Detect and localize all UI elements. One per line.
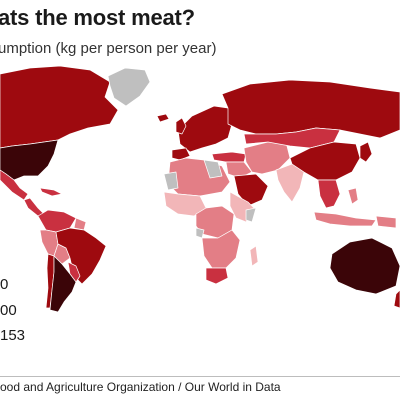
region-south-africa — [205, 267, 229, 285]
chart-subtitle: umption (kg per person per year) — [0, 40, 217, 57]
world-choropleth-map — [0, 65, 400, 312]
region-argentina — [49, 255, 77, 312]
region-southern-africa — [201, 229, 241, 269]
region-somalia — [245, 207, 257, 223]
region-japan-korea — [359, 141, 373, 163]
legend-label-high: 153 — [0, 327, 26, 344]
region-southeast-asia — [317, 179, 341, 209]
source-divider — [0, 376, 400, 377]
region-gabon — [195, 227, 205, 239]
source-credit: ood and Agriculture Organization / Our W… — [0, 380, 281, 394]
region-central-america — [23, 197, 45, 217]
region-uk — [175, 117, 187, 135]
region-western-sahara — [163, 171, 179, 191]
region-europe — [177, 105, 233, 153]
region-canada — [0, 65, 119, 149]
region-madagascar — [249, 245, 259, 267]
region-greenland — [107, 67, 151, 107]
region-paraguay — [67, 261, 81, 283]
chart-title: ats the most meat? — [0, 5, 195, 30]
region-caribbean — [39, 187, 63, 197]
region-philippines — [347, 187, 359, 205]
region-guianas — [73, 217, 87, 231]
region-new-zealand — [393, 289, 400, 309]
region-brazil — [55, 227, 107, 285]
region-india — [275, 163, 305, 203]
region-australia — [329, 237, 400, 295]
region-iceland — [156, 113, 170, 123]
legend-label-low: 0 — [0, 276, 9, 293]
region-china — [289, 141, 361, 181]
region-libya — [203, 159, 223, 179]
region-mexico — [0, 169, 29, 201]
region-indonesia — [313, 211, 377, 227]
region-arabia — [233, 173, 269, 207]
region-russia — [221, 79, 400, 139]
region-north-africa — [167, 157, 231, 197]
region-turkey — [211, 151, 247, 163]
legend-label-mid: 00 — [0, 302, 17, 319]
region-papua — [375, 215, 397, 229]
